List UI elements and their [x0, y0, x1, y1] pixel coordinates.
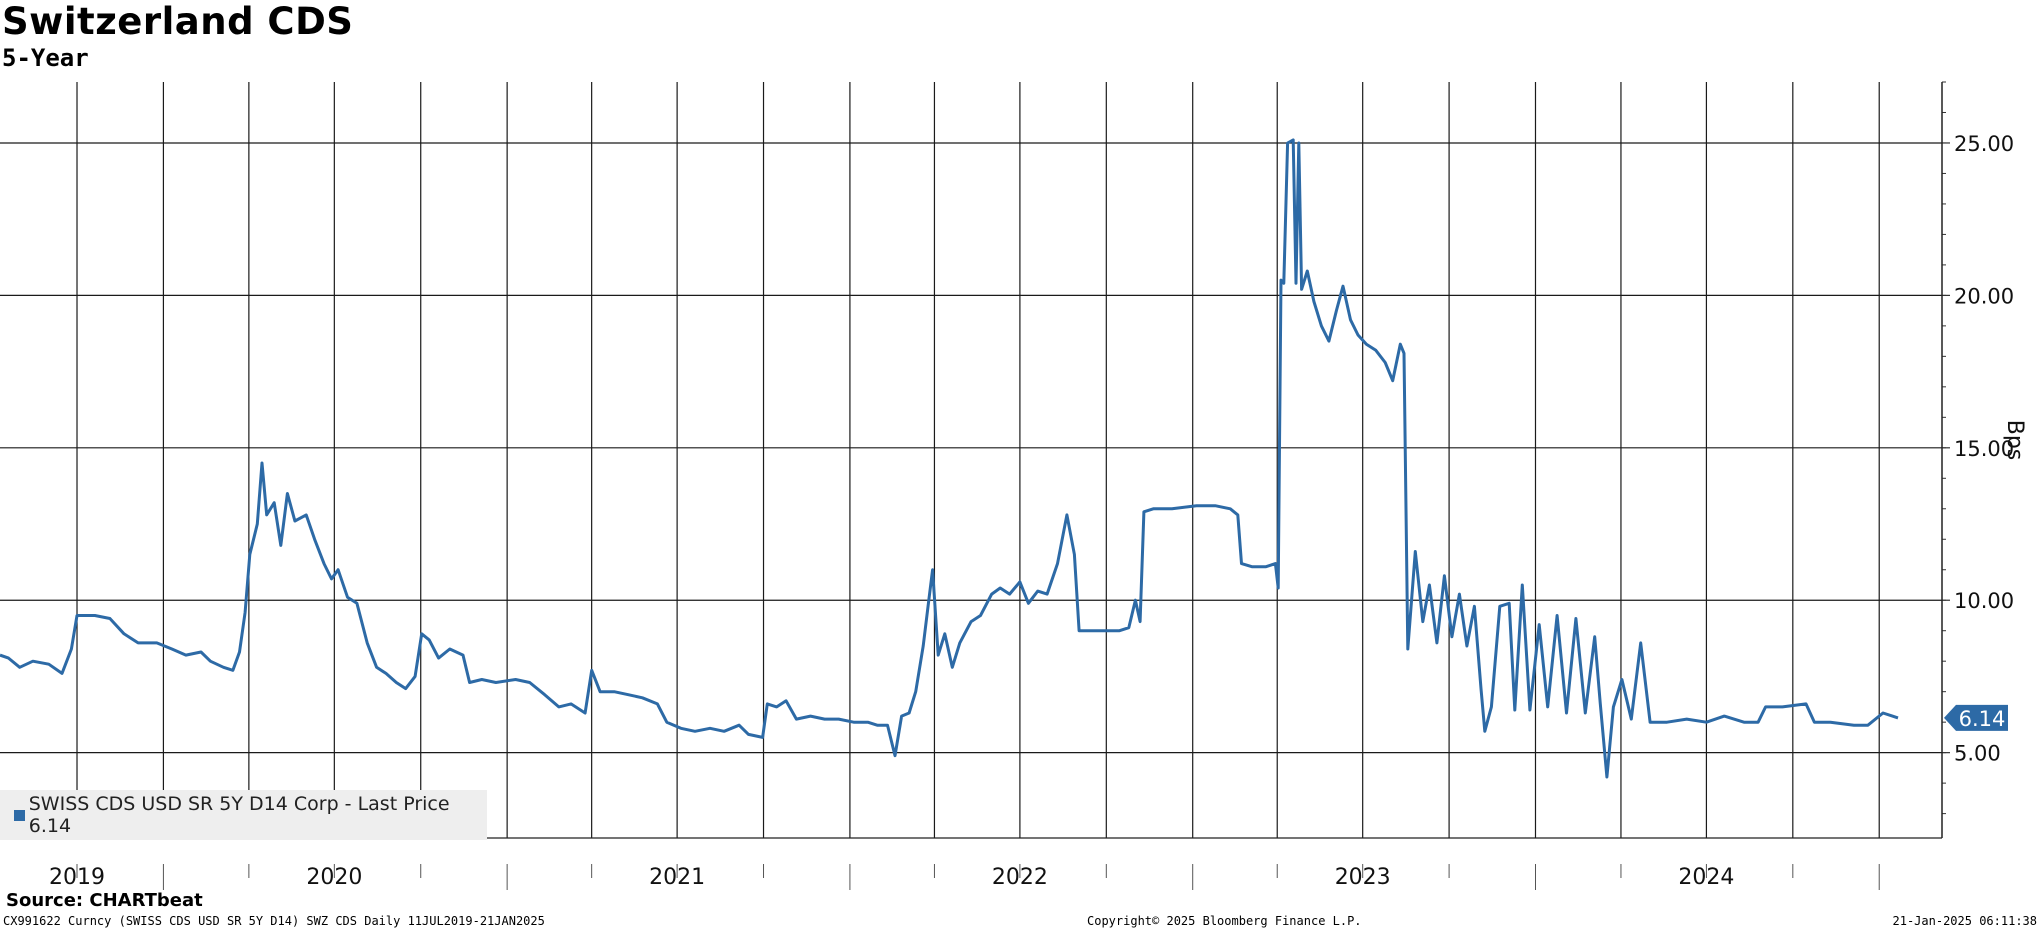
y-axis-label: Bps [2002, 420, 2027, 461]
y-tick-label: 15.00 [1954, 437, 2014, 461]
x-year-label: 2020 [306, 865, 362, 890]
x-year-label: 2021 [649, 865, 705, 890]
y-tick-label: 10.00 [1954, 589, 2014, 613]
source-note: Source: CHARTbeat [6, 890, 203, 911]
last-value-tag [1944, 704, 2008, 731]
chart-title: Switzerland CDS [2, 0, 354, 43]
series-line [0, 138, 1899, 779]
y-tick-label: 20.00 [1954, 284, 2014, 308]
x-year-label: 2023 [1335, 865, 1391, 890]
y-tick-label: 5.00 [1954, 742, 2001, 766]
legend: SWISS CDS USD SR 5Y D14 Corp - Last Pric… [0, 790, 487, 840]
footer-copyright: Copyright© 2025 Bloomberg Finance L.P. [1087, 914, 1362, 928]
chart-subtitle: 5-Year [2, 44, 89, 72]
legend-label: SWISS CDS USD SR 5Y D14 Corp - Last Pric… [28, 793, 450, 837]
x-year-label: 2024 [1678, 865, 1734, 890]
footer-timestamp: 21-Jan-2025 06:11:38 [1892, 914, 2038, 928]
footer-ticker-info: CX991622 Curncy (SWISS CDS USD SR 5Y D14… [3, 914, 545, 928]
x-year-label: 2019 [49, 865, 105, 890]
last-value-label: 6.14 [1959, 707, 2006, 731]
x-year-label: 2022 [992, 865, 1048, 890]
y-tick-label: 25.00 [1954, 132, 2014, 156]
legend-swatch [14, 809, 25, 821]
